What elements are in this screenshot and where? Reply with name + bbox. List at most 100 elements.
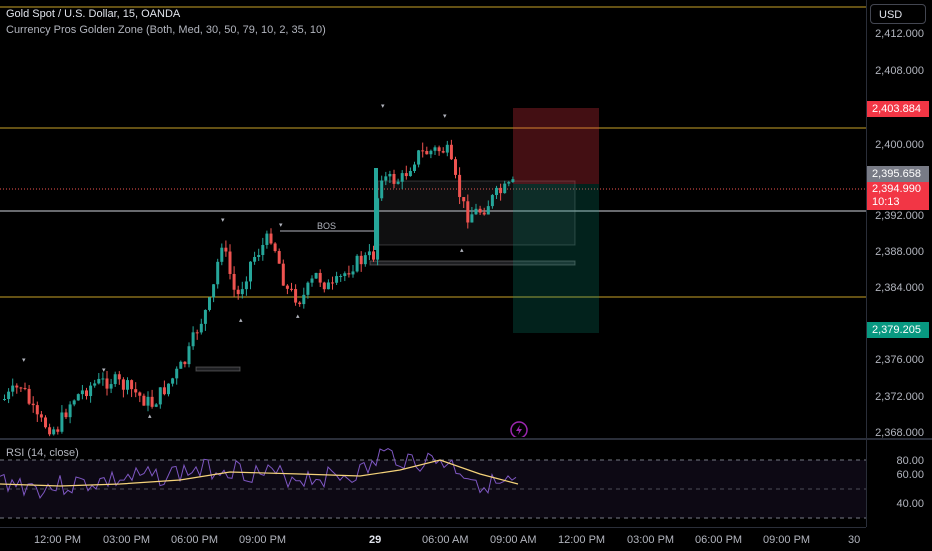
candle-body: [212, 284, 216, 298]
time-label: 06:00 PM: [695, 534, 743, 546]
candle-body: [466, 201, 470, 223]
time-axis[interactable]: 12:00 PM 03:00 PM 06:00 PM 09:00 PM 29 0…: [0, 527, 866, 551]
candle-body: [228, 251, 232, 274]
candle-body: [175, 368, 179, 379]
candle-body: [445, 144, 449, 153]
candle-body: [44, 417, 47, 428]
stop-price-tag[interactable]: 2,379.205: [867, 322, 929, 338]
candle-body: [109, 384, 113, 389]
chart-legend: Gold Spot / U.S. Dollar, 15, OANDA Curre…: [6, 6, 326, 38]
pivot-marker: ▾: [102, 367, 106, 374]
rsi-chart: [0, 448, 866, 519]
main-chart-pane[interactable]: BOS ▾ ▾ ▾ ▾ ▾ ▾ ▴ ▴ ▴ ▴: [0, 0, 866, 437]
candle-body: [384, 176, 388, 181]
candle-body: [138, 392, 142, 396]
bos-label: BOS: [317, 221, 336, 231]
candle-body: [191, 332, 195, 347]
candle-body: [56, 429, 60, 432]
candle-body: [72, 400, 76, 405]
candle-body: [417, 150, 421, 165]
candle-body: [220, 247, 224, 262]
candle-body: [441, 151, 445, 153]
candle-body: [326, 282, 330, 290]
rsi-pane[interactable]: [0, 440, 866, 527]
candle-body: [404, 173, 408, 177]
price-tick: 2,392.000: [875, 210, 924, 222]
candle-body: [486, 206, 490, 215]
price-tick: 2,368.000: [875, 427, 924, 439]
candle-body: [503, 183, 507, 194]
time-label: 03:00 PM: [627, 534, 675, 546]
last-price-tag[interactable]: 2,394.990 10:13: [867, 182, 929, 210]
target-price-tag[interactable]: 2,403.884: [867, 101, 929, 117]
candle-body: [203, 309, 207, 324]
currency-button[interactable]: USD: [870, 4, 926, 24]
pane-separator[interactable]: [0, 438, 932, 440]
candle-body: [253, 257, 257, 262]
candle-body: [490, 195, 494, 207]
candle-body: [195, 332, 199, 334]
candle-body: [339, 276, 343, 278]
rsi-title[interactable]: RSI (14, close): [6, 447, 79, 459]
candle-body: [388, 173, 392, 177]
candle-body: [216, 261, 220, 285]
time-label: 12:00 PM: [34, 534, 82, 546]
candle-body: [244, 281, 248, 290]
lightning-icon[interactable]: [510, 421, 528, 437]
pivot-marker: ▴: [148, 413, 152, 420]
price-tick: 2,408.000: [875, 65, 924, 77]
time-label-day: 30: [848, 534, 861, 546]
candle-body: [347, 273, 351, 275]
candle-body: [35, 405, 39, 415]
position-stop-zone[interactable]: [513, 184, 599, 333]
candle-body: [11, 385, 15, 392]
time-label: 03:00 PM: [103, 534, 151, 546]
candle-body: [351, 271, 355, 275]
price-tick: 2,400.000: [875, 139, 924, 151]
candle-body: [265, 233, 269, 245]
pivot-marker: ▴: [460, 247, 464, 254]
candle-body: [310, 278, 314, 283]
candle-body: [343, 273, 347, 277]
candle-body: [318, 272, 322, 283]
candle-body: [482, 212, 486, 215]
indicator-title[interactable]: Currency Pros Golden Zone (Both, Med, 30…: [6, 24, 326, 36]
candle-body: [322, 282, 326, 290]
price-scale[interactable]: [866, 0, 932, 527]
candle-body: [269, 233, 273, 244]
rsi-ma-line: [0, 459, 519, 487]
candle-body: [31, 403, 35, 406]
price-tick: 2,376.000: [875, 354, 924, 366]
position-target-zone[interactable]: [513, 108, 599, 184]
pivot-marker: ▾: [221, 217, 225, 224]
candle-body: [507, 182, 511, 184]
candle-body: [499, 187, 503, 194]
candle-body: [413, 164, 416, 171]
pivot-marker: ▾: [279, 222, 283, 229]
candle-body: [495, 187, 498, 196]
order-block-box-left: [195, 366, 241, 372]
candles: [3, 139, 515, 437]
candle-body: [154, 404, 158, 407]
symbol-title[interactable]: Gold Spot / U.S. Dollar, 15, OANDA: [6, 8, 181, 20]
candle-body: [433, 147, 437, 151]
candle-body: [126, 380, 129, 390]
candle-body: [19, 387, 23, 389]
candle-body: [199, 323, 203, 333]
candle-body: [437, 147, 441, 152]
candle-body: [363, 255, 367, 265]
candle-body: [359, 255, 363, 265]
order-block-box-small: [369, 260, 576, 266]
candle-body: [52, 429, 56, 435]
entry-price-tag[interactable]: 2,395.658: [867, 166, 929, 182]
price-chart[interactable]: BOS ▾ ▾ ▾ ▾ ▾ ▾ ▴ ▴ ▴ ▴: [0, 0, 866, 437]
candle-body: [306, 282, 310, 295]
candle-body: [224, 247, 228, 252]
candle-body: [290, 288, 293, 290]
time-label: 12:00 PM: [558, 534, 606, 546]
candle-body: [101, 378, 105, 380]
rsi-tick: 80.00: [896, 455, 924, 467]
candle-body: [400, 173, 404, 182]
candle-body: [380, 180, 384, 199]
candle-body: [208, 297, 211, 310]
